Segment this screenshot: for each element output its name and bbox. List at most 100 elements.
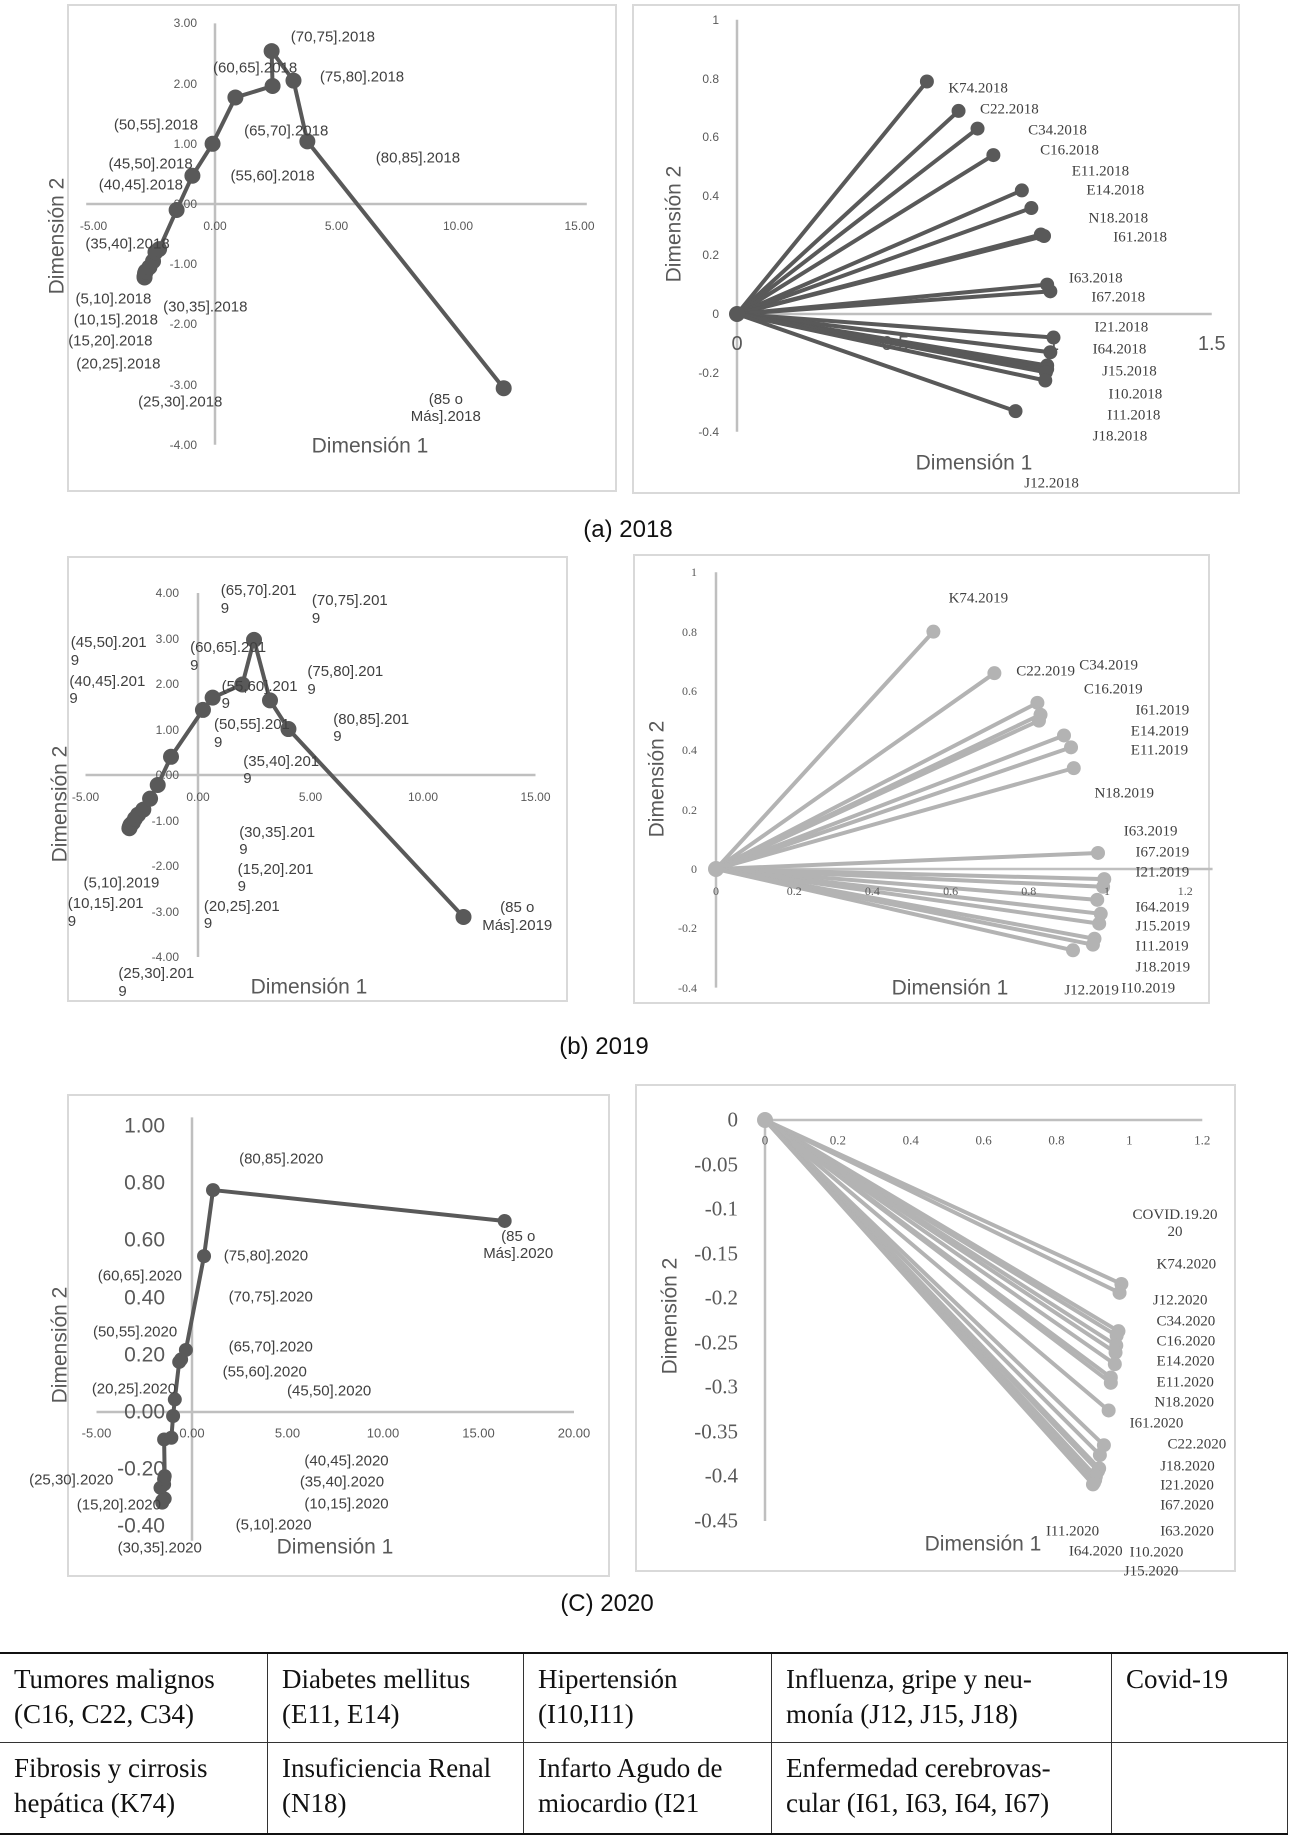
vector-line <box>714 718 1041 871</box>
point-label: (65,70].2019 <box>220 582 297 617</box>
vector-line <box>714 745 1074 871</box>
data-point <box>1096 879 1111 894</box>
chart-6: COVID.19.2020 K74.2020 J12.2020 C34.2020 C16… <box>635 1084 1236 1580</box>
data-point <box>1031 713 1046 728</box>
y-tick-label: 0 <box>691 862 697 876</box>
table-cell <box>1111 1742 1288 1835</box>
point-label: I21.2018 <box>1094 319 1149 336</box>
vector-line <box>763 1118 1122 1295</box>
y-tick-label: 0.00 <box>173 197 197 211</box>
point-label: C34.2018 <box>1028 122 1087 139</box>
x-tick-label: 1.5 <box>1197 333 1226 355</box>
data-point <box>151 241 168 258</box>
vector-line <box>714 766 1076 871</box>
vector-line <box>763 1118 1113 1385</box>
point-label: (60,65].2018 <box>213 58 298 76</box>
y-tick-label: -0.4 <box>704 1463 738 1488</box>
y-tick-label: -0.2 <box>678 921 697 936</box>
x-tick-label: 15.00 <box>564 219 595 233</box>
y-tick-label: -0.40 <box>117 1514 165 1538</box>
x-axis-title: Dimensión 1 <box>915 451 1033 475</box>
vector-line <box>714 629 936 871</box>
caption-2020: (C) 2020 <box>560 1590 654 1617</box>
point-label: (50,55].2018 <box>113 116 199 134</box>
vector-line <box>735 153 996 316</box>
y-tick-label: -0.35 <box>694 1419 738 1444</box>
point-label: E14.2019 <box>1130 722 1189 739</box>
point-label: (10,15].2019 <box>67 895 144 930</box>
data-point <box>157 1469 172 1484</box>
point-label: (85 o Más].2018 <box>410 390 481 425</box>
y-tick-label: 0.8 <box>682 624 697 639</box>
y-tick-label: 1.00 <box>155 722 179 737</box>
point-label: C34.2019 <box>1079 657 1138 674</box>
data-point <box>166 1409 181 1424</box>
point-label: (55,60].2018 <box>230 167 315 185</box>
point-label: N18.2018 <box>1088 210 1149 227</box>
data-point <box>194 701 211 718</box>
y-tick-label: 0 <box>727 1107 739 1132</box>
caption-2018: (a) 2018 <box>583 516 673 543</box>
data-point <box>926 624 941 639</box>
data-point <box>1109 1328 1124 1343</box>
point-label: I11.2020 <box>1045 1523 1100 1540</box>
y-tick-label: 0.00 <box>124 1400 165 1424</box>
data-point <box>263 43 280 60</box>
data-point <box>168 202 185 219</box>
point-label: (20,25].2020 <box>91 1380 177 1398</box>
point-label: (75,80].2019 <box>307 663 384 698</box>
x-tick-label: 1.2 <box>1194 1132 1211 1148</box>
point-label: I10.2020 <box>1129 1544 1184 1561</box>
vector-line <box>735 234 1047 316</box>
plot-area <box>96 1117 574 1541</box>
x-tick-label: 0.00 <box>203 219 227 233</box>
x-tick-label: 10.00 <box>442 219 474 233</box>
point-label: (25,30].2019 <box>118 965 195 1000</box>
data-point <box>155 1493 170 1508</box>
data-point <box>142 790 159 807</box>
data-point <box>1091 845 1106 860</box>
point-label: (75,80].2018 <box>319 67 405 85</box>
vector-line <box>735 206 1034 316</box>
point-label: N18.2019 <box>1094 785 1155 802</box>
x-axis-title: Dimensión 1 <box>250 975 368 999</box>
point-label: (20,25].2019 <box>203 897 280 932</box>
point-label: E11.2018 <box>1071 163 1130 180</box>
data-point <box>1092 1448 1107 1463</box>
data-point <box>986 148 1001 163</box>
y-tick-label: -0.45 <box>694 1508 738 1533</box>
point-label: (15,20].2020 <box>76 1496 161 1514</box>
x-tick-label: 0.00 <box>179 1425 205 1441</box>
y-tick-label: 1 <box>691 565 697 580</box>
plot-area <box>757 1112 1203 1521</box>
y-tick-label: 2.00 <box>173 76 197 91</box>
x-tick-label: 5.00 <box>324 219 349 233</box>
x-axis-title: Dimensión 1 <box>276 1535 394 1559</box>
plot-area <box>729 19 1212 432</box>
y-tick-label: -4.00 <box>151 950 179 964</box>
x-tick-label: 15.00 <box>462 1425 495 1441</box>
point-label: J18.2019 <box>1135 959 1191 976</box>
vector-line <box>735 108 961 316</box>
data-point <box>197 1249 212 1264</box>
x-tick-label: 0 <box>731 333 743 355</box>
point-label: (30,35].2018 <box>163 297 248 315</box>
data-point <box>1024 201 1039 216</box>
y-axis-title: Dimensión 2 <box>45 177 69 295</box>
caption-2019: (b) 2019 <box>559 1033 649 1060</box>
point-label: E14.2018 <box>1086 182 1145 199</box>
point-label: (25,30].2020 <box>29 1471 114 1488</box>
y-axis-title: Dimensión 2 <box>645 720 669 838</box>
vector-line <box>714 867 1100 902</box>
table-cell: Insuficiencia Renal (N18) <box>267 1742 524 1835</box>
y-axis-title: Dimensión 2 <box>658 1257 682 1375</box>
y-axis-title: Dimensión 2 <box>48 745 72 863</box>
vector-line <box>763 1118 1111 1413</box>
y-tick-label: 0.40 <box>124 1286 165 1310</box>
table-cell: Infarto Agudo de miocardio (I21 <box>523 1742 772 1835</box>
plot-area <box>708 572 1213 988</box>
point-label: (40,45].2018 <box>98 176 184 194</box>
data-point <box>285 72 302 89</box>
point-label: I64.2020 <box>1068 1543 1123 1560</box>
x-tick-label: 0 <box>761 1132 769 1148</box>
